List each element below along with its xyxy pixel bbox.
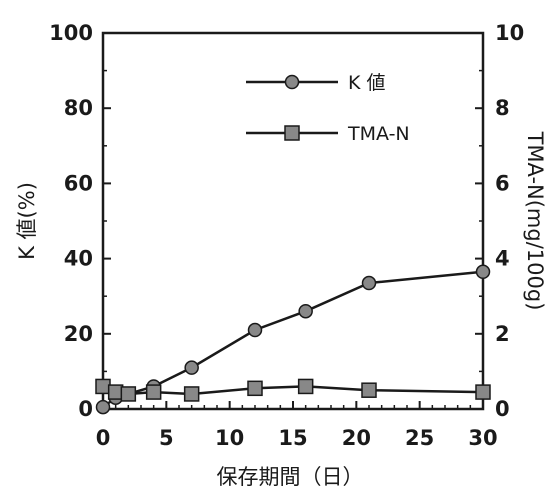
y-right-tick-label-3: 6 [495,171,510,195]
legend-label-k-value: K 値 [348,72,386,94]
x-tick-label-3: 15 [278,426,307,450]
legend-label-tma-n: TMA-N [347,123,410,145]
series-0-point-3 [184,360,199,375]
series-0-point-4 [247,322,263,338]
series-1-point-4 [183,386,200,402]
legend: K 値 TMA-N [246,72,410,145]
series-1-point-6 [297,378,314,395]
legend-marker-k-value [284,74,300,90]
y-left-tick-label-4: 80 [64,96,93,120]
series-0-point-6 [361,275,377,291]
series-0-point-0 [95,399,111,415]
y-left-tick-label-0: 0 [78,397,93,421]
series-0-point-7 [475,264,491,280]
y-axis-right-title: TMA-N(mg/100g) [523,131,547,311]
series-1-point-3 [145,384,162,400]
y-axis-left-title: K 値(%) [15,182,39,260]
x-tick-label-0: 0 [96,426,111,450]
x-axis-title: 保存期間（日） [217,465,364,489]
y-right-tick-label-2: 4 [495,247,510,271]
x-tick-label-2: 10 [215,426,244,450]
plot-frame [101,31,485,411]
y-right-tick-label-1: 2 [495,322,510,346]
x-tick-label-6: 30 [468,426,497,450]
y-right-tick-label-5: 10 [495,21,524,45]
y-left-tick-label-1: 20 [64,322,93,346]
series-1-point-8 [475,384,491,400]
series-layer [95,264,491,415]
x-tick-label-1: 5 [159,426,174,450]
y-left-tick-label-5: 100 [49,21,93,45]
series-1-point-1 [107,384,124,400]
series-0-point-5 [298,303,313,319]
y-right-tick-label-4: 8 [495,96,510,120]
y-left-tick-label-3: 60 [64,171,93,195]
series-1-point-2 [120,386,137,402]
x-tick-label-4: 20 [342,426,371,450]
x-tick-label-5: 25 [405,426,434,450]
y-left-tick-label-2: 40 [64,247,93,271]
series-1-point-7 [361,382,377,398]
series-1-point-5 [247,380,263,397]
legend-marker-tma-n [284,125,300,141]
series-1-point-0 [95,378,111,395]
ticks-layer: 0 5 10 15 20 25 30 0 20 40 60 80 100 0 2 4 6 8 10 [49,21,524,450]
y-right-tick-label-0: 0 [495,397,510,421]
